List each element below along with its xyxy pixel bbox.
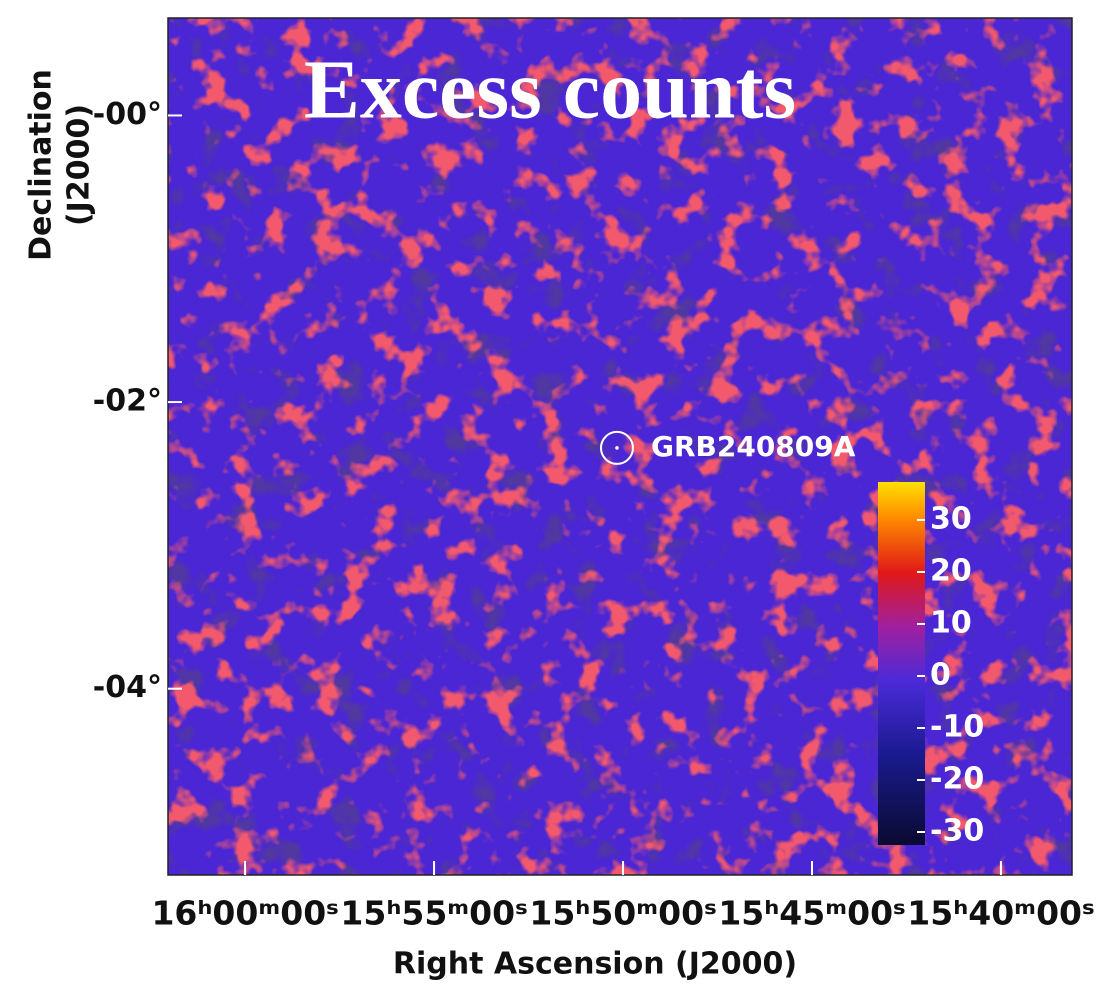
colorbar-tick-label: -30: [930, 813, 984, 848]
y-axis-label-line: Declination: [24, 69, 59, 261]
y-tick-label: -04°: [93, 670, 162, 705]
x-tick-label: 15ʰ45ᵐ00ˢ: [718, 894, 905, 933]
colorbar: [878, 482, 925, 845]
x-tick-label: 15ʰ55ᵐ00ˢ: [340, 894, 527, 933]
x-tick-label: 15ʰ50ᵐ00ˢ: [529, 894, 716, 933]
source-dot: [615, 446, 619, 450]
y-tick-label: -02°: [93, 384, 162, 419]
map-texture: [168, 18, 1072, 875]
chart-title: Excess counts: [304, 43, 796, 136]
source-circle: [599, 430, 634, 465]
y-axis-label-line: (J2000): [62, 104, 97, 226]
colorbar-tick-label: -20: [930, 761, 984, 796]
y-axis-label: Declination (J2000): [24, 69, 97, 261]
colorbar-tick-label: 20: [930, 553, 972, 588]
map: [168, 18, 1072, 875]
colorbar-tick-label: 10: [930, 605, 972, 640]
x-axis-label: Right Ascension (J2000): [393, 947, 797, 982]
colorbar-tick-label: -10: [930, 709, 984, 744]
colorbar-tick-label: 0: [930, 657, 951, 692]
y-tick-label: -00°: [93, 97, 162, 132]
source-label: GRB240809A: [651, 430, 856, 463]
x-tick-label: 16ʰ00ᵐ00ˢ: [151, 894, 338, 933]
x-tick-label: 15ʰ40ᵐ00ˢ: [907, 894, 1094, 933]
colorbar-tick-label: 30: [930, 501, 972, 536]
plot-frame: [167, 17, 1073, 876]
